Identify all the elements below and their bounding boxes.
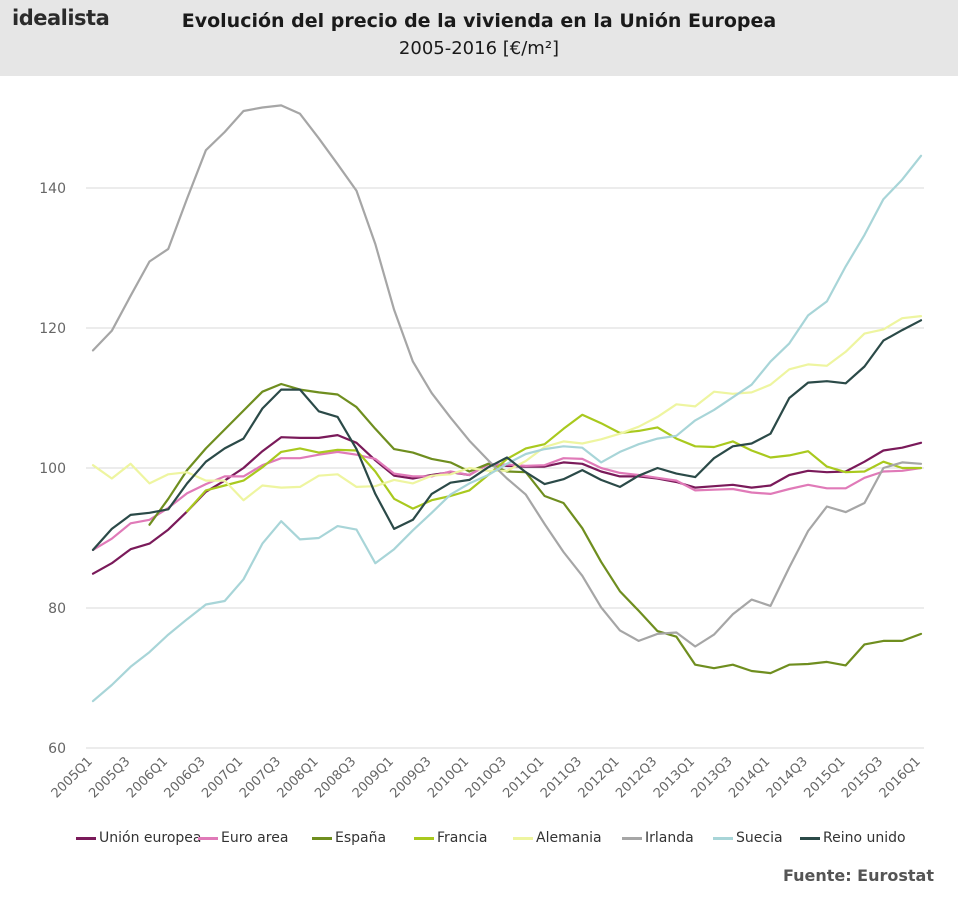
legend-label: Reino unido	[823, 830, 906, 846]
legend-item: Francia	[414, 830, 487, 846]
legend-item: Irlanda	[622, 830, 694, 846]
source-note: Fuente: Eurostat	[782, 866, 934, 885]
series-line-4	[186, 413, 923, 513]
chart-subtitle: 2005-2016 [€/m²]	[398, 38, 560, 59]
legend-label: Unión europea	[99, 830, 202, 846]
series-line-6	[91, 104, 923, 648]
legend-swatch	[312, 836, 332, 840]
chart-legend: Unión europea Euro area España Francia Alema…	[0, 830, 958, 852]
series-line-5	[91, 315, 923, 502]
legend-item: Reino unido	[800, 830, 906, 846]
chart-title: Evolución del precio de la vivienda en l…	[181, 10, 777, 32]
legend-label: Alemania	[536, 830, 602, 846]
series-line-8	[91, 319, 923, 551]
series-lines	[91, 104, 923, 703]
legend-label: Francia	[437, 830, 488, 846]
legend-swatch	[76, 836, 96, 840]
x-axis-tick-labels: 2005Q12005Q32006Q12006Q32007Q12007Q32008…	[49, 754, 924, 801]
header-bar: idealista Evolución del precio de la viv…	[0, 0, 958, 76]
grid-lines	[86, 187, 924, 749]
series-line-7	[91, 154, 923, 703]
legend-swatch	[513, 836, 533, 840]
legend-label: Suecia	[736, 830, 783, 846]
legend-swatch	[414, 836, 434, 840]
legend-label: España	[335, 830, 387, 846]
legend-label: Euro area	[221, 830, 289, 846]
idealista-logo: idealista	[12, 6, 110, 30]
line-chart: 60 80 100 120 140 2005Q12005Q32006Q12006Q320…	[39, 104, 924, 801]
legend-item: Suecia	[713, 830, 783, 846]
y-axis-tick-labels: 60 80 100 120 140	[39, 181, 66, 757]
legend-item: Unión europea	[76, 830, 201, 846]
y-tick-label: 100	[39, 461, 66, 477]
legend-item: Alemania	[513, 830, 602, 846]
y-tick-label: 140	[39, 181, 66, 197]
y-tick-label: 60	[48, 741, 66, 757]
x-tick-label: 2016Q1	[877, 754, 924, 801]
legend-item: España	[312, 830, 386, 846]
legend-swatch	[800, 836, 820, 840]
legend-label: Irlanda	[645, 830, 694, 846]
legend-swatch	[622, 836, 642, 840]
legend-swatch	[713, 836, 733, 840]
series-line-3	[148, 382, 923, 675]
legend-swatch	[198, 836, 218, 840]
y-tick-label: 120	[39, 321, 66, 337]
y-tick-label: 80	[48, 601, 66, 617]
legend-item: Euro area	[198, 830, 288, 846]
